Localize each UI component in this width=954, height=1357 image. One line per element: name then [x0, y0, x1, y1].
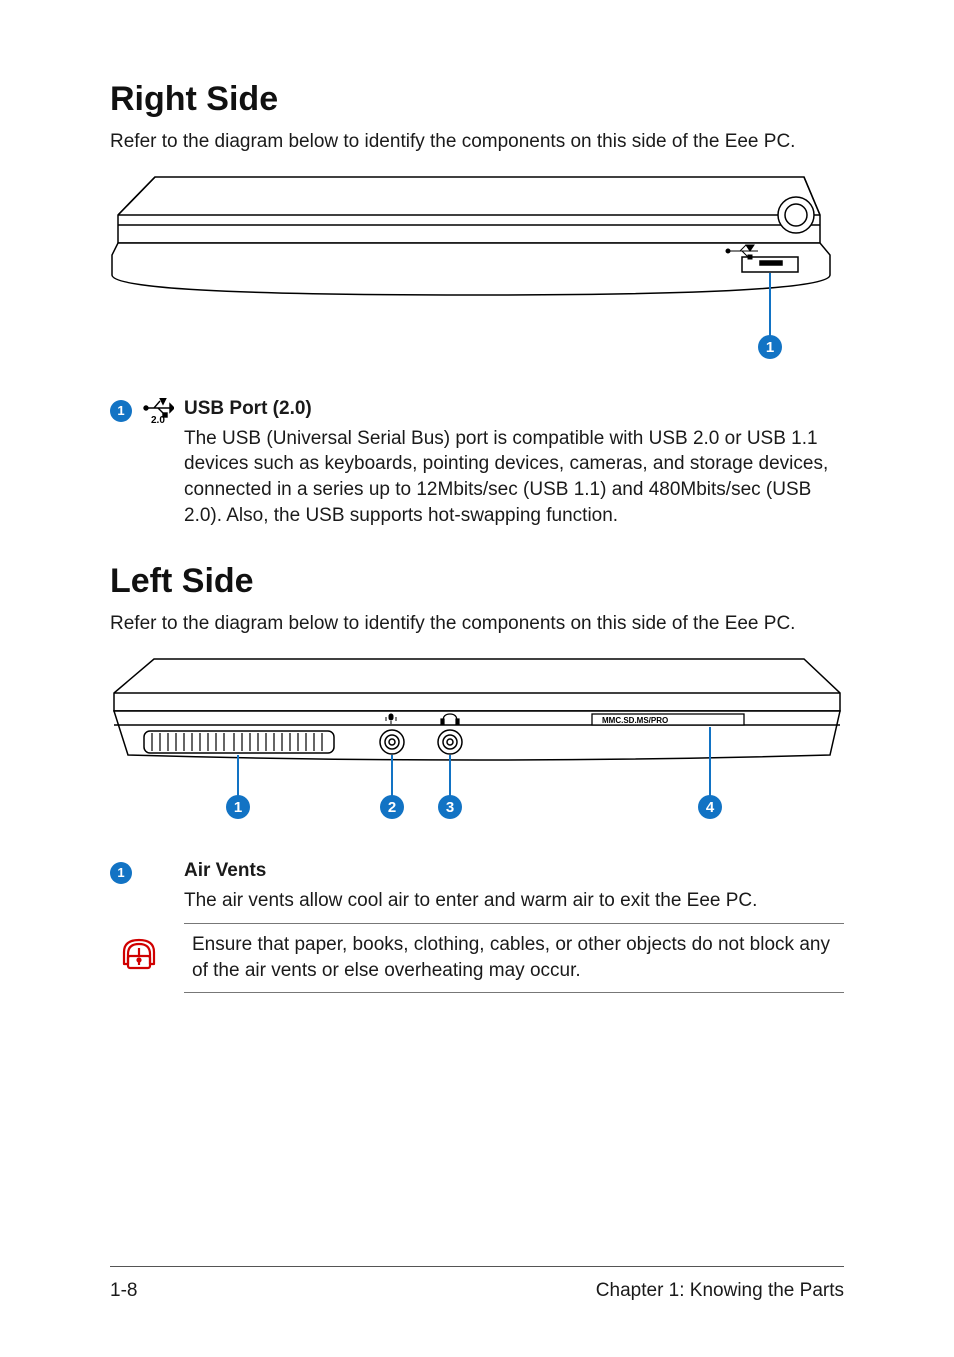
usb-version-label: 2.0	[151, 415, 165, 426]
warning-text: Ensure that paper, books, clothing, cabl…	[192, 932, 844, 983]
item-number-badge: 1	[110, 398, 142, 422]
left-side-intro: Refer to the diagram below to identify t…	[110, 611, 844, 637]
left-diagram-callout-2: 2	[388, 799, 396, 816]
page: Right Side Refer to the diagram below to…	[0, 0, 954, 1357]
callout-badge-1: 1	[110, 400, 132, 422]
left-side-heading: Left Side	[110, 562, 844, 601]
footer-page-number: 1-8	[110, 1280, 137, 1302]
right-side-diagram: 1	[110, 175, 844, 370]
item-number-badge: 1	[110, 860, 142, 884]
left-diagram-callout-4: 4	[706, 799, 715, 816]
warning-icon	[110, 932, 192, 974]
right-item-1: 1 2.0 USB Port (2.0) The USB (Universal …	[110, 398, 844, 529]
footer-rule	[110, 1266, 844, 1267]
usb-port-desc: The USB (Universal Serial Bus) port is c…	[184, 426, 844, 529]
callout-badge-left-1: 1	[110, 862, 132, 884]
left-side-diagram: MMC.SD.MS/PRO 1 2 3 4	[110, 657, 844, 832]
left-diagram-callout-3: 3	[446, 799, 454, 816]
right-diagram-callout-1: 1	[766, 339, 774, 356]
usb-port-title: USB Port (2.0)	[184, 398, 844, 420]
warning-box: Ensure that paper, books, clothing, cabl…	[184, 923, 844, 992]
air-vents-desc: The air vents allow cool air to enter an…	[184, 888, 844, 914]
right-side-heading: Right Side	[110, 80, 844, 119]
card-slot-label: MMC.SD.MS/PRO	[602, 716, 668, 725]
left-item-1: 1 Air Vents The air vents allow cool air…	[110, 860, 844, 914]
left-diagram-callout-1: 1	[234, 799, 242, 816]
usb-icon: 2.0	[142, 398, 184, 431]
right-side-intro: Refer to the diagram below to identify t…	[110, 129, 844, 155]
air-vents-title: Air Vents	[184, 860, 844, 882]
footer-chapter: Chapter 1: Knowing the Parts	[596, 1280, 844, 1302]
